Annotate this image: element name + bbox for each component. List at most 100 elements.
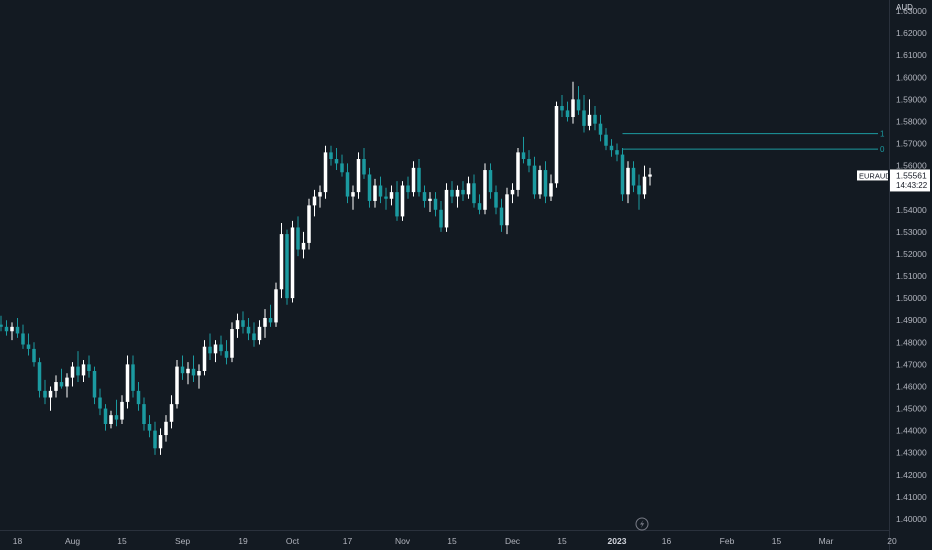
price-tick-label: 1.52000 [896, 249, 927, 259]
candle-body [131, 364, 135, 391]
lightning-icon[interactable] [635, 517, 649, 531]
candle [433, 192, 438, 217]
candle [626, 161, 630, 204]
candle-body [549, 183, 553, 197]
candle [76, 351, 80, 383]
candle [642, 165, 647, 199]
candle-body [109, 415, 113, 424]
candle-body [439, 209, 443, 228]
candle [543, 161, 548, 204]
candle-body [356, 159, 361, 193]
price-tick-label: 1.45000 [896, 404, 927, 414]
candle [334, 147, 339, 171]
candle-body [642, 176, 647, 195]
candle [230, 322, 234, 363]
candle [532, 156, 537, 199]
candle-body [279, 234, 284, 290]
candle-body [598, 123, 603, 135]
candle [604, 128, 608, 151]
candle [395, 181, 399, 221]
level-line[interactable]: 1 [622, 130, 886, 139]
price-tick-label: 1.50000 [896, 293, 927, 303]
candle-body [290, 227, 295, 299]
time-tick-label: Dec [505, 536, 521, 546]
candle [241, 311, 245, 334]
candle [406, 176, 410, 199]
candle [98, 388, 102, 416]
candle [351, 185, 355, 210]
price-tick-label: 1.54000 [896, 205, 927, 215]
fib-levels[interactable]: 10 [622, 130, 886, 154]
candle-body [593, 114, 597, 124]
price-tick-label: 1.40000 [896, 514, 927, 524]
candle [400, 181, 405, 221]
candle [538, 165, 542, 199]
candle-body [626, 167, 630, 195]
candle [147, 415, 152, 438]
time-tick-label: 18 [13, 536, 23, 546]
candle-body [505, 194, 509, 226]
candle-body [257, 326, 262, 341]
candle [637, 174, 641, 210]
candle [70, 362, 75, 387]
candle-body [48, 390, 53, 398]
candle [54, 375, 58, 398]
candle-body [252, 333, 256, 341]
candle-body [158, 435, 163, 449]
candle-body [164, 421, 168, 436]
candle [153, 421, 157, 455]
candle-body [329, 152, 333, 159]
candle [367, 167, 372, 208]
candle [103, 404, 108, 431]
time-axis[interactable]: 18 Aug 15 Sep 19 Oct 17 Nov 15 Dec 15 2023 16 Feb 15 Ma… [13, 536, 897, 546]
candle-body [70, 366, 75, 378]
candle [208, 333, 212, 360]
candle [131, 355, 135, 398]
candle-body [406, 185, 410, 193]
price-tick-label: 1.57000 [896, 139, 927, 149]
candle-body [433, 198, 438, 210]
candle [576, 86, 581, 115]
candle [505, 187, 509, 235]
candle-body [180, 366, 185, 374]
time-tick-label: 15 [557, 536, 567, 546]
candle [109, 410, 113, 429]
candle-body [362, 159, 366, 175]
candle-body [527, 159, 531, 166]
candle [213, 340, 218, 363]
candle-body [340, 163, 344, 173]
symbol-label: EURAUD [859, 171, 891, 180]
candle-body [373, 185, 377, 201]
candle-body [582, 110, 586, 126]
candle [560, 94, 564, 118]
time-tick-label: 20 [887, 536, 897, 546]
candle-body [565, 110, 570, 118]
candle [59, 368, 64, 389]
candle [587, 99, 592, 131]
price-tick-label: 1.41000 [896, 492, 927, 502]
candle [455, 185, 460, 208]
price-tick-label: 1.62000 [896, 28, 927, 38]
candle-body [224, 351, 229, 358]
level-line[interactable]: 0 [622, 145, 886, 154]
candle [4, 320, 9, 336]
candle [323, 145, 328, 199]
candle [26, 333, 31, 356]
candle [0, 315, 3, 332]
candle [263, 309, 267, 338]
candle-body [235, 320, 240, 330]
candle [10, 322, 14, 341]
time-tick-label: Aug [65, 536, 80, 546]
candle [65, 373, 69, 398]
candle [631, 161, 636, 193]
candle-body [103, 408, 108, 424]
candle [340, 154, 344, 177]
candle [598, 114, 603, 142]
candle [48, 386, 53, 411]
time-tick-label: Sep [175, 536, 190, 546]
candle [318, 185, 322, 208]
candle-body [10, 326, 14, 332]
candle [202, 340, 207, 376]
